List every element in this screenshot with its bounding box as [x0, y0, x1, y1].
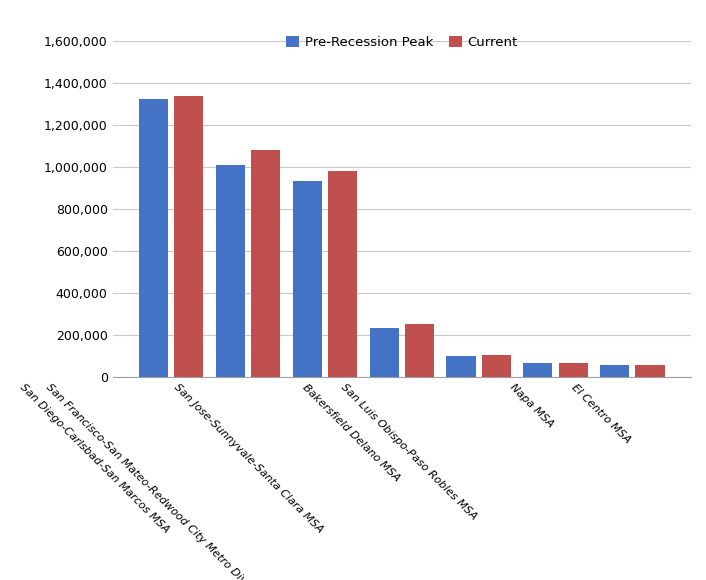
Bar	[558, 362, 588, 377]
Bar	[174, 96, 203, 377]
Bar	[139, 100, 168, 377]
Bar	[216, 165, 245, 377]
Bar	[292, 182, 322, 377]
Bar	[635, 365, 665, 377]
Bar	[251, 150, 280, 377]
Bar	[481, 356, 511, 377]
Bar	[369, 328, 399, 377]
Bar	[446, 356, 476, 377]
Bar	[328, 171, 357, 377]
Legend: Pre-Recession Peak, Current: Pre-Recession Peak, Current	[281, 30, 522, 54]
Bar	[523, 363, 553, 377]
Bar	[405, 324, 434, 377]
Bar	[600, 365, 629, 377]
